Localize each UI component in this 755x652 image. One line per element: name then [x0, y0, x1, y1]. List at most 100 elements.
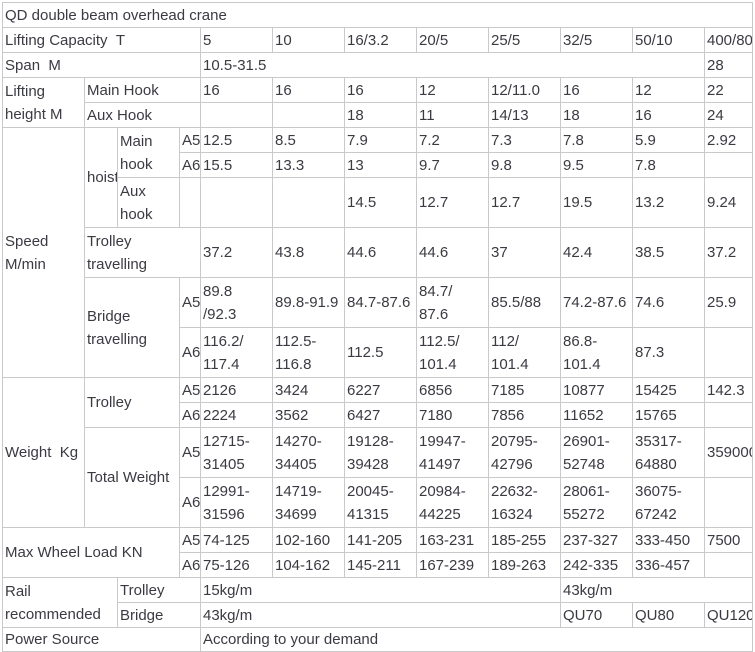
bridge-travelling-value: 74.2-87.6: [560, 277, 633, 328]
max-wheel-load-value: 185-255: [488, 527, 561, 553]
max-wheel-load-value: 336-457: [632, 552, 705, 578]
class-label-a5: A5: [179, 277, 201, 328]
aux-hook-height-value: 24: [704, 102, 753, 128]
rail-bridge-value: 43kg/m: [200, 602, 561, 628]
weight-trolley-a6-row: A6 2224 3562 6427 7180 7856 11652 15765: [3, 402, 753, 428]
weight-trolley-value: 11652: [560, 402, 633, 428]
span-value: 10.5-31.5: [200, 52, 705, 78]
aux-hook-height-value: [200, 102, 273, 128]
total-weight-label: Total Weight: [84, 427, 180, 528]
bridge-travelling-value: 116.2/ 117.4: [200, 327, 273, 378]
lifting-capacity-value: 5: [200, 27, 273, 53]
weight-trolley-a5-row: Weight Kg Trolley A5 2126 3424 6227 6856…: [2, 377, 753, 528]
trolley-travelling-value: 37: [488, 227, 561, 278]
lifting-capacity-value: 25/5: [488, 27, 561, 53]
trolley-travelling-value: 38.5: [632, 227, 705, 278]
trolley-travelling-label: Trolley travelling: [84, 227, 201, 278]
total-weight-value: 35317- 64880: [632, 427, 705, 478]
total-weight-value: 20045- 41315: [344, 477, 417, 528]
max-wheel-load-a5-row: Max Wheel Load KN A5 74-125 102-160 141-…: [2, 527, 753, 578]
main-hook-height-value: 12/11.0: [488, 77, 561, 103]
trolley-travelling-value: 43.8: [272, 227, 345, 278]
trolley-travelling-row: Trolley travelling 37.2 43.8 44.6 44.6 3…: [3, 227, 753, 278]
main-hook-label: Main Hook: [84, 77, 201, 103]
class-label-a6: A6: [179, 152, 201, 178]
hoist-speed-value: 7.9: [344, 127, 417, 153]
weight-trolley-value: 6856: [416, 377, 489, 403]
total-weight-value: 19128- 39428: [344, 427, 417, 478]
bridge-travelling-value: 84.7/ 87.6: [416, 277, 489, 328]
max-wheel-load-value: 102-160: [272, 527, 345, 553]
hoist-speed-value: 7.3: [488, 127, 561, 153]
hoist-speed-value: 13.2: [632, 177, 705, 228]
hoist-speed-value: [200, 177, 273, 228]
max-wheel-load-value: 7500: [704, 527, 753, 553]
hoist-speed-value: 9.8: [488, 152, 561, 178]
max-wheel-load-value: 74-125: [200, 527, 273, 553]
weight-trolley-value: 15425: [632, 377, 705, 403]
main-hook-height-value: 22: [704, 77, 753, 103]
class-label-empty: [179, 177, 201, 228]
speed-label: Speed M/min: [2, 127, 85, 378]
max-wheel-load-value: 189-263: [488, 552, 561, 578]
aux-hook-height-value: 11: [416, 102, 489, 128]
total-weight-value: 12991- 31596: [200, 477, 273, 528]
weight-trolley-label: Trolley: [84, 377, 180, 428]
weight-trolley-value: 7185: [488, 377, 561, 403]
rail-trolley-row: Rail recommended Trolley 15kg/m 43kg/m: [2, 577, 753, 628]
total-weight-value: 12715- 31405: [200, 427, 273, 478]
rail-trolley-label: Trolley: [117, 577, 201, 603]
power-source-row: Power Source According to your demand: [2, 627, 753, 652]
weight-trolley-value: 2126: [200, 377, 273, 403]
title-row: QD double beam overhead crane: [2, 2, 753, 28]
total-weight-value: 26901- 52748: [560, 427, 633, 478]
hoist-speed-value: 7.8: [632, 152, 705, 178]
bridge-travelling-value: 85.5/88: [488, 277, 561, 328]
bridge-travelling-label: Bridge travelling: [84, 277, 180, 378]
weight-total-a5-row: Total Weight A5 12715- 31405 14270- 3440…: [3, 427, 753, 528]
total-weight-value: 36075- 67242: [632, 477, 705, 528]
max-wheel-load-value: 75-126: [200, 552, 273, 578]
class-label-a5: A5: [179, 127, 201, 153]
total-weight-value: 20795- 42796: [488, 427, 561, 478]
rail-bridge-qu-value: QU80: [632, 602, 705, 628]
weight-trolley-value: 3424: [272, 377, 345, 403]
lifting-capacity-value: 50/10: [632, 27, 705, 53]
total-weight-value: [704, 477, 753, 528]
aux-hook-label: Aux Hook: [84, 102, 201, 128]
hoist-speed-value: 9.5: [560, 152, 633, 178]
max-wheel-load-value: 141-205: [344, 527, 417, 553]
hoist-speed-value: 9.24: [704, 177, 753, 228]
max-wheel-load-label: Max Wheel Load KN: [2, 527, 180, 578]
lifting-capacity-row: Lifting Capacity T 5 10 16/3.2 20/5 25/5…: [2, 27, 753, 53]
rail-bridge-qu-value: QU70: [560, 602, 633, 628]
hoist-speed-value: [272, 177, 345, 228]
hoist-speed-value: 5.9: [632, 127, 705, 153]
class-label-a6: A6: [179, 327, 201, 378]
aux-hook-height-value: 18: [344, 102, 417, 128]
hoist-speed-value: 13.3: [272, 152, 345, 178]
total-weight-value: 14719- 34699: [272, 477, 345, 528]
trolley-travelling-value: 44.6: [344, 227, 417, 278]
hoist-speed-value: 9.7: [416, 152, 489, 178]
total-weight-value: 22632- 16324: [488, 477, 561, 528]
rail-bridge-qu-value: QU120: [704, 602, 753, 628]
main-hook-height-value: 16: [560, 77, 633, 103]
aux-hook-height-value: 18: [560, 102, 633, 128]
weight-trolley-value: 3562: [272, 402, 345, 428]
trolley-travelling-value: 37.2: [704, 227, 753, 278]
weight-trolley-value: 10877: [560, 377, 633, 403]
trolley-travelling-value: 44.6: [416, 227, 489, 278]
rail-trolley-value: 43kg/m: [560, 577, 753, 603]
hoist-speed-value: 7.2: [416, 127, 489, 153]
aux-hook-height-value: 14/13: [488, 102, 561, 128]
bridge-travelling-value: 112.5- 116.8: [272, 327, 345, 378]
hoist-label: hoist: [84, 127, 118, 228]
main-hook-height-value: 16: [272, 77, 345, 103]
lifting-capacity-value: 400/80: [704, 27, 753, 53]
span-value-last: 28: [704, 52, 753, 78]
hoist-speed-value: 12.7: [488, 177, 561, 228]
hoist-aux-hook-label: Aux hook: [117, 177, 180, 228]
lifting-capacity-value: 32/5: [560, 27, 633, 53]
span-label: Span M: [2, 52, 201, 78]
